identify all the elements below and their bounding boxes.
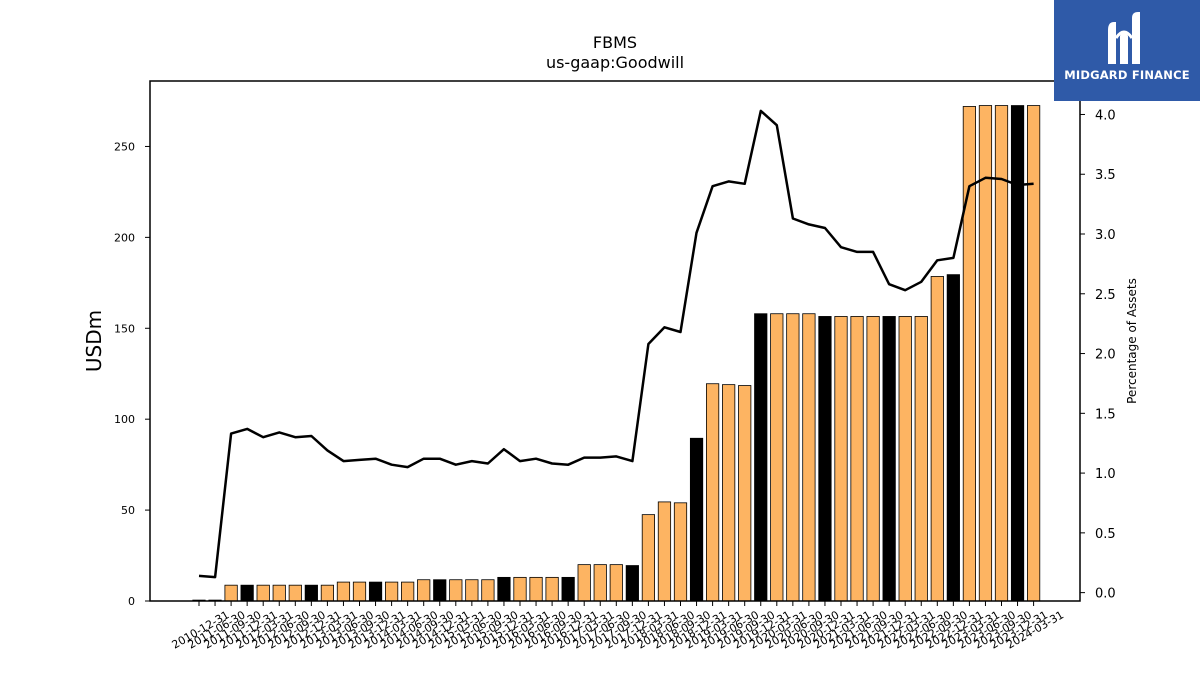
bar-2019-03-31 — [722, 384, 736, 602]
bar-2021-03-31 — [850, 316, 864, 602]
y2-tick-label: 1.5 — [1095, 407, 1116, 422]
bar-2022-03-31 — [914, 316, 928, 602]
y2-tick-label: 4.0 — [1095, 108, 1116, 123]
chart-subtitle: us-gaap:Goodwill — [546, 53, 684, 72]
bar-2014-03-31 — [401, 581, 415, 602]
bar-2012-03-31 — [272, 584, 286, 602]
y2-tick-label: 2.5 — [1095, 288, 1116, 303]
bar-2017-06-30 — [609, 564, 623, 602]
midgard-m-logo-icon — [1108, 12, 1140, 64]
bar-2023-09-30 — [1010, 105, 1025, 602]
bar-2012-12-31 — [320, 584, 335, 602]
bar-2014-12-31 — [449, 579, 463, 602]
bar-2018-09-30 — [689, 437, 704, 602]
plot-frame — [149, 80, 1081, 602]
y-axis-right: 0.0 0.5 1.0 1.5 2.0 2.5 3.0 3.5 4.0 — [1080, 108, 1116, 602]
bar-2012-06-30 — [288, 584, 302, 602]
bar-2020-06-30 — [802, 313, 816, 602]
bar-2020-12-31 — [834, 316, 848, 602]
bar-2020-03-31 — [786, 313, 800, 602]
bar-2022-12-31 — [962, 106, 977, 602]
bar-2019-06-30 — [738, 385, 752, 602]
y-tick-label: 250 — [114, 140, 135, 153]
percentage-line — [198, 109, 1034, 579]
brand-name: MIDGARD FINANCE — [1064, 68, 1190, 82]
y2-tick-label: 3.5 — [1095, 168, 1116, 183]
bar-2017-09-30 — [625, 565, 639, 602]
y2-tick-label: 0.0 — [1095, 587, 1116, 602]
bar-2022-06-30 — [930, 276, 944, 602]
y2-tick-label: 0.5 — [1095, 527, 1116, 542]
bar-2016-12-31 — [577, 564, 591, 602]
brand-logo: MIDGARD FINANCE — [1054, 0, 1200, 101]
y2-tick-label: 2.0 — [1095, 348, 1116, 363]
bar-2018-03-31 — [657, 501, 672, 602]
bar-2014-06-30 — [417, 579, 431, 602]
bar-2021-06-30 — [866, 316, 880, 602]
bar-2016-03-31 — [529, 576, 543, 602]
bar-2015-09-30 — [497, 576, 511, 602]
bar-2013-06-30 — [352, 581, 367, 602]
bar-2016-06-30 — [545, 576, 559, 602]
bar-2011-12-31 — [256, 584, 270, 602]
bar-2011-09-30 — [240, 584, 254, 602]
bar-2019-12-31 — [770, 313, 784, 602]
y-tick-label: 100 — [114, 413, 135, 426]
y-tick-label: 150 — [114, 322, 135, 335]
bar-2013-03-31 — [336, 581, 351, 602]
bar-2016-09-30 — [561, 576, 575, 602]
bar-2015-03-31 — [465, 579, 479, 602]
bar-2013-12-31 — [384, 581, 399, 602]
bar-2017-12-31 — [641, 514, 656, 602]
bar-2015-06-30 — [481, 579, 495, 602]
y2-axis-label: Percentage of Assets — [1125, 278, 1139, 404]
bar-2018-06-30 — [673, 502, 688, 602]
bar-2012-09-30 — [304, 584, 318, 602]
y-axis-label: USDm — [82, 310, 106, 372]
y2-tick-label: 1.0 — [1095, 467, 1116, 482]
line-group — [198, 109, 1034, 579]
bar-2018-12-31 — [706, 383, 720, 602]
bar-2020-09-30 — [818, 316, 832, 602]
y-tick-label: 200 — [114, 231, 135, 244]
y-tick-label: 0 — [128, 595, 135, 608]
bar-2021-12-31 — [898, 316, 912, 602]
bar-2014-09-30 — [433, 579, 447, 602]
bar-2017-03-31 — [593, 564, 607, 602]
bar-2022-09-30 — [946, 274, 960, 602]
bar-2019-09-30 — [754, 313, 768, 602]
y2-tick-label: 3.0 — [1095, 228, 1116, 243]
bar-2021-09-30 — [882, 316, 896, 602]
bar-2013-09-30 — [368, 581, 383, 602]
bar-2011-06-30 — [224, 584, 238, 602]
chart-title: FBMS — [593, 33, 637, 52]
bar-2023-12-31 — [1027, 105, 1041, 602]
bars-group — [192, 105, 1041, 602]
y-axis-left: 0 50 100 150 200 250 — [114, 140, 150, 608]
x-axis: 2010-12-312011-06-302011-09-302011-12-31… — [170, 601, 1066, 652]
bar-2015-12-31 — [513, 576, 527, 602]
y-tick-label: 50 — [121, 504, 135, 517]
